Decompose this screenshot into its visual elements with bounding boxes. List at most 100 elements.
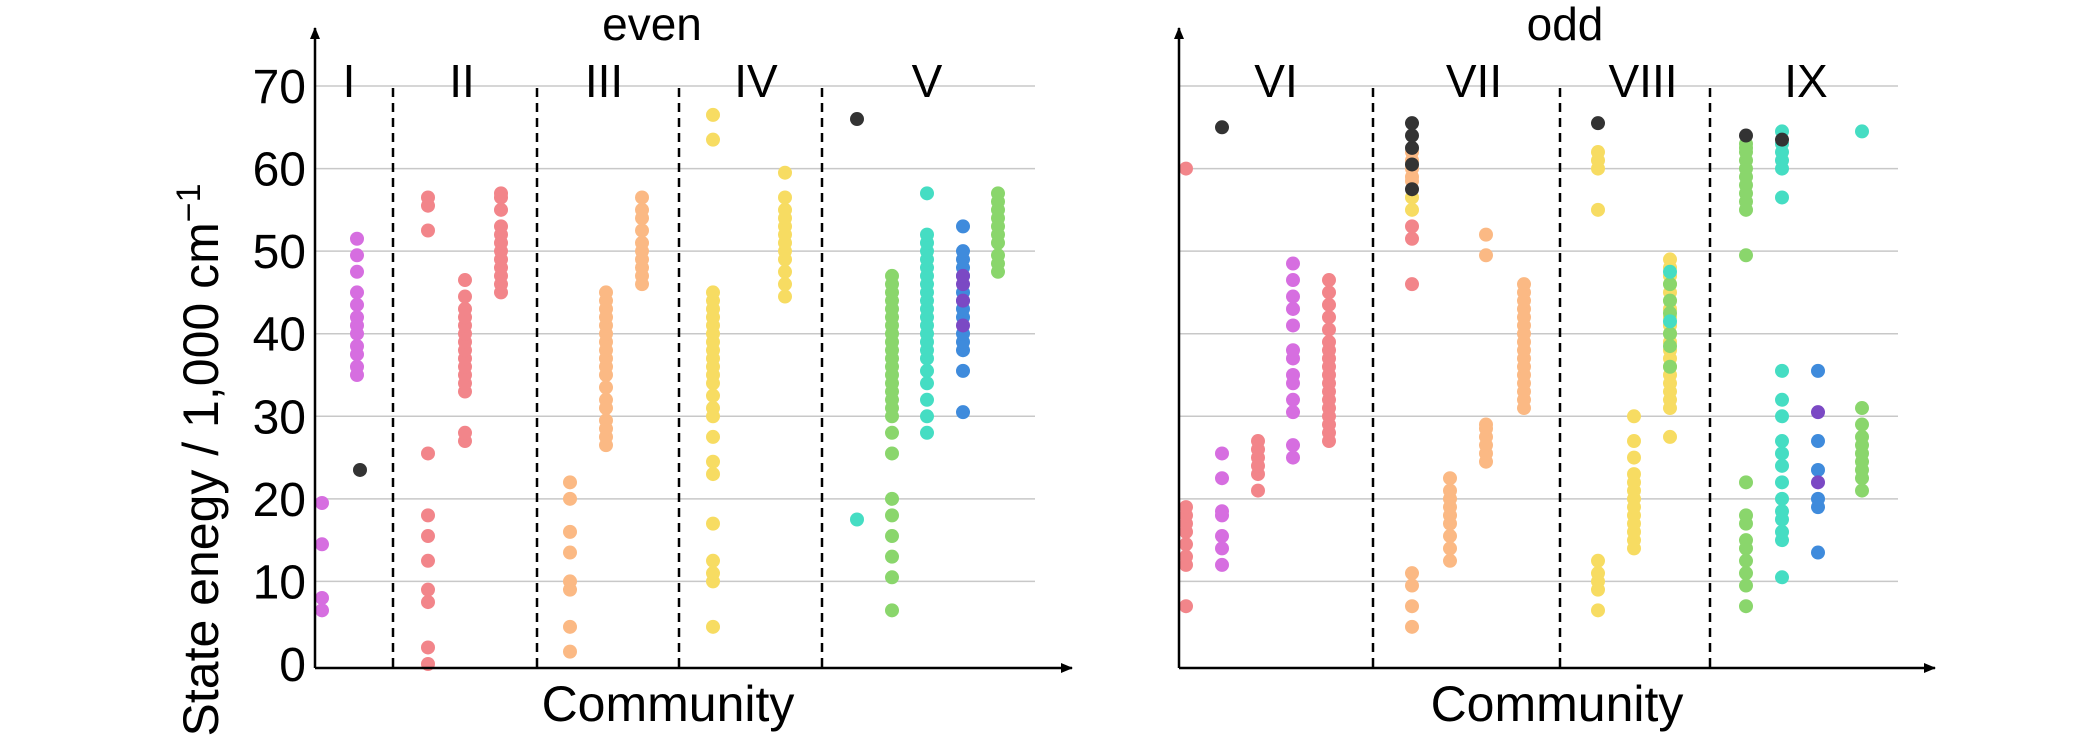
data-point: [421, 190, 435, 205]
y-tick-label: 10: [253, 556, 306, 609]
panel-title: odd: [1527, 0, 1604, 50]
data-point: [1663, 339, 1677, 354]
data-point: [1215, 120, 1229, 135]
data-point: [706, 454, 720, 469]
data-point: [1739, 578, 1753, 593]
data-point: [1663, 314, 1677, 329]
data-point: [1775, 504, 1789, 519]
data-point: [421, 640, 435, 655]
data-point: [1591, 603, 1605, 618]
data-point: [706, 553, 720, 568]
data-point: [563, 644, 577, 659]
data-point: [1775, 475, 1789, 490]
data-point: [1479, 227, 1493, 242]
y-axis-label: State enegy / 1,000 cm−1: [170, 184, 229, 737]
data-point: [1663, 326, 1677, 341]
data-point: [563, 491, 577, 506]
data-point: [563, 619, 577, 634]
data-point: [1405, 202, 1419, 217]
data-point: [778, 190, 792, 205]
data-point: [956, 219, 970, 234]
data-point: [421, 529, 435, 544]
data-point: [1775, 524, 1789, 539]
data-point: [599, 413, 613, 428]
data-point: [1286, 289, 1300, 304]
data-point: [635, 235, 649, 250]
data-point: [991, 248, 1005, 263]
y-axis-label-exponent: −1: [170, 184, 208, 223]
data-point: [421, 223, 435, 238]
data-point: [1443, 541, 1457, 556]
community-label: VIII: [1608, 55, 1677, 107]
data-point: [920, 227, 934, 242]
data-point: [1591, 566, 1605, 581]
panel-odd: odd Community VI VII VIII IX: [1174, 0, 1936, 732]
community-label: V: [912, 55, 943, 107]
data-point: [920, 186, 934, 201]
data-point: [350, 264, 364, 279]
y-tick-label: 70: [253, 61, 306, 114]
data-point: [1663, 359, 1677, 374]
data-points: [1179, 116, 1869, 634]
data-point: [1286, 450, 1300, 465]
data-point: [1627, 409, 1641, 424]
data-point: [1775, 458, 1789, 473]
y-tick-label: 40: [253, 309, 306, 362]
data-point: [315, 603, 329, 618]
data-point: [885, 268, 899, 283]
data-point: [778, 202, 792, 217]
data-point: [1215, 557, 1229, 572]
data-point: [1627, 434, 1641, 449]
data-point: [421, 595, 435, 610]
data-point: [1443, 483, 1457, 498]
data-point: [706, 566, 720, 581]
y-axis-label-group: State enegy / 1,000 cm−1: [170, 184, 229, 737]
data-point: [1811, 434, 1825, 449]
data-point: [778, 165, 792, 180]
data-point: [563, 475, 577, 490]
data-point: [563, 524, 577, 539]
data-point: [1405, 182, 1419, 197]
data-point: [1405, 128, 1419, 143]
data-point: [1286, 343, 1300, 358]
data-point: [1811, 475, 1825, 490]
data-point: [599, 380, 613, 395]
data-point: [778, 289, 792, 304]
data-point: [635, 190, 649, 205]
data-point: [494, 202, 508, 217]
data-point: [1775, 570, 1789, 585]
data-point: [1286, 256, 1300, 271]
data-point: [1215, 446, 1229, 461]
data-point: [1179, 537, 1193, 552]
data-point: [1739, 475, 1753, 490]
data-point: [1286, 273, 1300, 288]
data-point: [350, 310, 364, 325]
data-point: [1286, 368, 1300, 382]
y-tick-label: 20: [253, 474, 306, 527]
data-point: [599, 285, 613, 300]
data-point: [706, 467, 720, 482]
data-point: [1179, 549, 1193, 564]
data-point: [350, 359, 364, 374]
data-point: [1739, 508, 1753, 523]
data-point: [956, 405, 970, 420]
data-point: [350, 248, 364, 263]
data-point: [885, 508, 899, 523]
data-point: [458, 289, 472, 304]
data-point: [885, 570, 899, 585]
community-label: III: [585, 55, 623, 107]
data-point: [920, 363, 934, 378]
data-point: [1443, 553, 1457, 568]
data-point: [885, 425, 899, 440]
data-point: [920, 425, 934, 440]
data-point: [1405, 566, 1419, 581]
data-point: [635, 202, 649, 217]
data-point: [1775, 363, 1789, 378]
data-point: [706, 107, 720, 122]
data-point: [1322, 297, 1336, 312]
data-point: [1443, 471, 1457, 486]
data-point: [1405, 140, 1419, 155]
data-point: [1627, 467, 1641, 482]
